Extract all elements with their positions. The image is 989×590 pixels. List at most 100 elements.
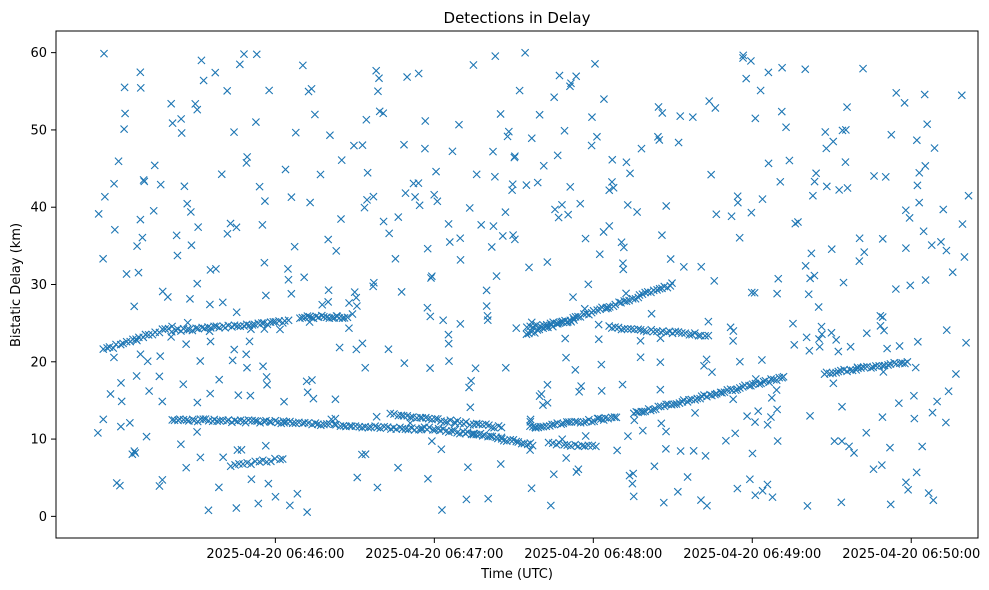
detection-points	[93, 48, 973, 517]
detection-marker	[591, 442, 600, 451]
detection-marker	[522, 330, 531, 339]
detection-marker	[185, 294, 194, 303]
detection-marker	[226, 462, 235, 471]
detection-marker	[243, 152, 252, 161]
detection-marker	[757, 356, 766, 364]
detection-marker	[94, 209, 103, 218]
detection-marker	[302, 377, 311, 386]
detection-marker	[535, 110, 544, 119]
detection-marker	[659, 498, 668, 507]
detection-marker	[549, 318, 558, 327]
detection-marker	[846, 342, 855, 351]
detection-marker	[423, 303, 432, 312]
detection-marker	[300, 418, 309, 427]
detection-marker	[769, 375, 778, 384]
detection-marker	[186, 207, 195, 216]
detection-marker	[394, 463, 403, 472]
detection-marker	[901, 478, 910, 487]
detection-marker	[880, 361, 889, 370]
detection-marker	[668, 279, 676, 288]
detection-marker	[465, 203, 474, 212]
detection-marker	[379, 109, 388, 118]
detection-marker	[140, 177, 149, 186]
detection-marker	[887, 130, 896, 139]
detection-marker	[539, 422, 548, 431]
detection-marker	[923, 120, 932, 129]
detection-marker	[773, 437, 782, 446]
detection-marker	[121, 109, 130, 118]
detection-marker	[739, 54, 748, 62]
detection-marker	[814, 303, 823, 312]
detection-marker	[143, 357, 152, 366]
detection-marker	[497, 423, 506, 432]
detection-marker	[731, 429, 740, 438]
detection-marker	[559, 318, 568, 327]
detection-marker	[239, 50, 248, 59]
detection-marker	[228, 356, 237, 365]
detection-marker	[620, 324, 629, 333]
detection-marker	[430, 190, 439, 199]
detection-marker	[878, 413, 887, 422]
detection-marker	[427, 273, 435, 282]
detection-marker	[879, 367, 888, 376]
detection-marker	[773, 405, 782, 414]
detection-marker	[716, 388, 725, 397]
detection-marker	[677, 329, 686, 338]
detection-marker	[633, 208, 642, 216]
detection-marker	[617, 325, 626, 334]
detection-marker	[287, 193, 296, 202]
detection-marker	[707, 368, 716, 377]
detection-marker	[445, 238, 454, 247]
detection-marker	[553, 151, 562, 160]
detection-marker	[702, 355, 711, 364]
detection-marker	[466, 403, 475, 412]
detection-marker	[684, 395, 693, 404]
detection-marker	[230, 345, 239, 354]
detection-marker	[526, 415, 535, 424]
detection-marker	[451, 419, 460, 428]
detection-marker	[538, 401, 547, 410]
detection-marker	[303, 388, 312, 397]
detection-marker	[681, 329, 690, 338]
detection-marker	[941, 418, 950, 427]
detection-marker	[928, 408, 937, 417]
detection-marker	[310, 110, 319, 119]
detection-marker	[117, 378, 125, 387]
detection-marker	[375, 74, 383, 83]
detection-marker	[418, 413, 427, 422]
detection-marker	[635, 290, 644, 299]
detection-marker	[701, 331, 710, 340]
detection-marker	[182, 340, 191, 349]
detection-marker	[806, 411, 815, 420]
detection-marker	[671, 327, 680, 336]
detection-marker	[785, 156, 794, 165]
x-axis-label: Time (UTC)	[480, 567, 553, 582]
detection-marker	[843, 103, 852, 112]
detection-marker	[279, 417, 288, 426]
detection-marker	[172, 231, 181, 240]
detection-marker	[927, 241, 936, 250]
detection-marker	[158, 475, 167, 484]
detection-marker	[324, 235, 333, 244]
detection-marker	[523, 440, 532, 449]
detection-marker	[193, 279, 202, 288]
detection-marker	[337, 215, 345, 224]
detection-marker	[662, 201, 671, 210]
y-axis-label: Bistatic Delay (km)	[9, 223, 24, 347]
detection-marker	[693, 394, 702, 403]
detection-marker	[188, 326, 197, 335]
detection-marker	[569, 313, 578, 322]
detection-marker	[580, 304, 589, 313]
detection-marker	[469, 430, 478, 439]
detection-marker	[788, 319, 797, 328]
detection-marker	[182, 463, 191, 472]
detection-marker	[658, 108, 667, 117]
detection-marker	[801, 261, 810, 270]
detection-marker	[305, 318, 314, 327]
detection-marker	[748, 380, 757, 389]
detection-marker	[613, 446, 622, 455]
detection-marker	[909, 391, 918, 400]
detection-marker	[445, 357, 453, 366]
detection-marker	[114, 157, 123, 166]
detection-marker	[855, 257, 864, 266]
